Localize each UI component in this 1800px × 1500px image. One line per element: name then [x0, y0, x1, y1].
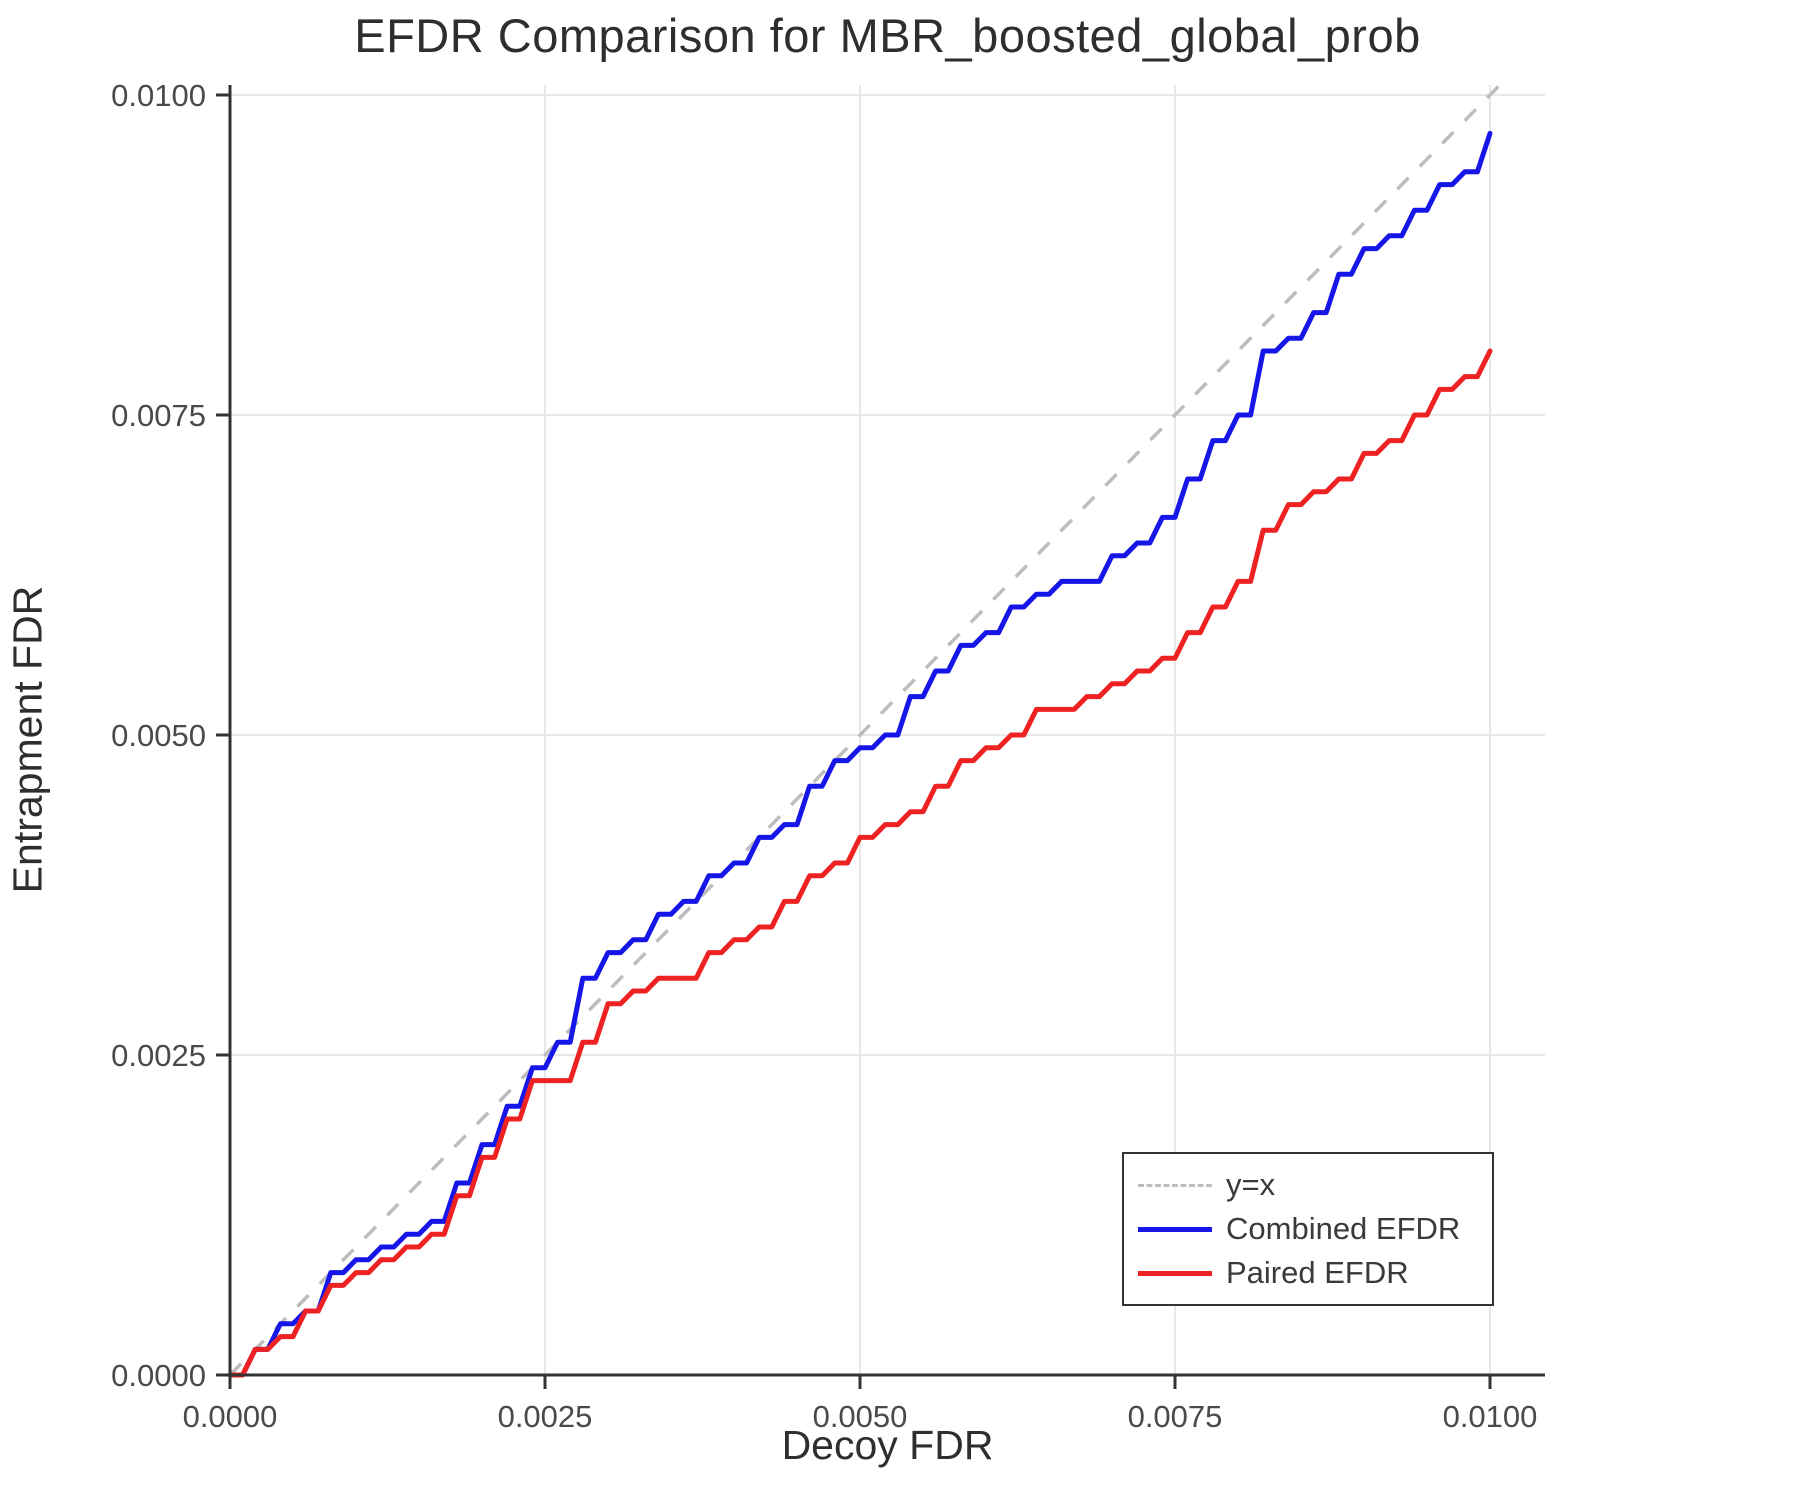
- legend-label: y=x: [1226, 1167, 1276, 1202]
- legend-label: Combined EFDR: [1226, 1211, 1461, 1246]
- y-tick-label: 0.0000: [111, 1358, 206, 1393]
- legend-line-sample: [1138, 1270, 1212, 1276]
- x-axis-label: Decoy FDR: [781, 1422, 994, 1468]
- y-tick-label: 0.0025: [111, 1038, 206, 1073]
- reference-line-yx: [228, 83, 1502, 1377]
- x-tick-label: 0.0025: [498, 1399, 593, 1434]
- legend: y=x Combined EFDR Paired EFDR: [1122, 1152, 1494, 1306]
- chart-title: EFDR Comparison for MBR_boosted_global_p…: [354, 9, 1421, 62]
- legend-item-yx: y=x: [1138, 1166, 1476, 1204]
- x-tick-label: 0.0100: [1443, 1399, 1538, 1434]
- y-tick-label: 0.0050: [111, 718, 206, 753]
- y-tick-label: 0.0100: [111, 78, 206, 113]
- legend-line-sample: [1138, 1183, 1212, 1187]
- series-line-paired-efdr: [227, 348, 1493, 1378]
- x-tick-label: 0.0050: [813, 1399, 908, 1434]
- x-tick-label: 0.0000: [183, 1399, 278, 1434]
- legend-label: Paired EFDR: [1226, 1255, 1409, 1290]
- y-tick-label: 0.0075: [111, 398, 206, 433]
- legend-line-sample: [1138, 1226, 1212, 1232]
- y-axis-label: Entrapment FDR: [4, 585, 51, 894]
- legend-item-paired-efdr: Paired EFDR: [1138, 1254, 1476, 1292]
- series-line-combined-efdr: [227, 130, 1493, 1378]
- x-tick-label: 0.0075: [1128, 1399, 1223, 1434]
- legend-item-combined-efdr: Combined EFDR: [1138, 1210, 1476, 1248]
